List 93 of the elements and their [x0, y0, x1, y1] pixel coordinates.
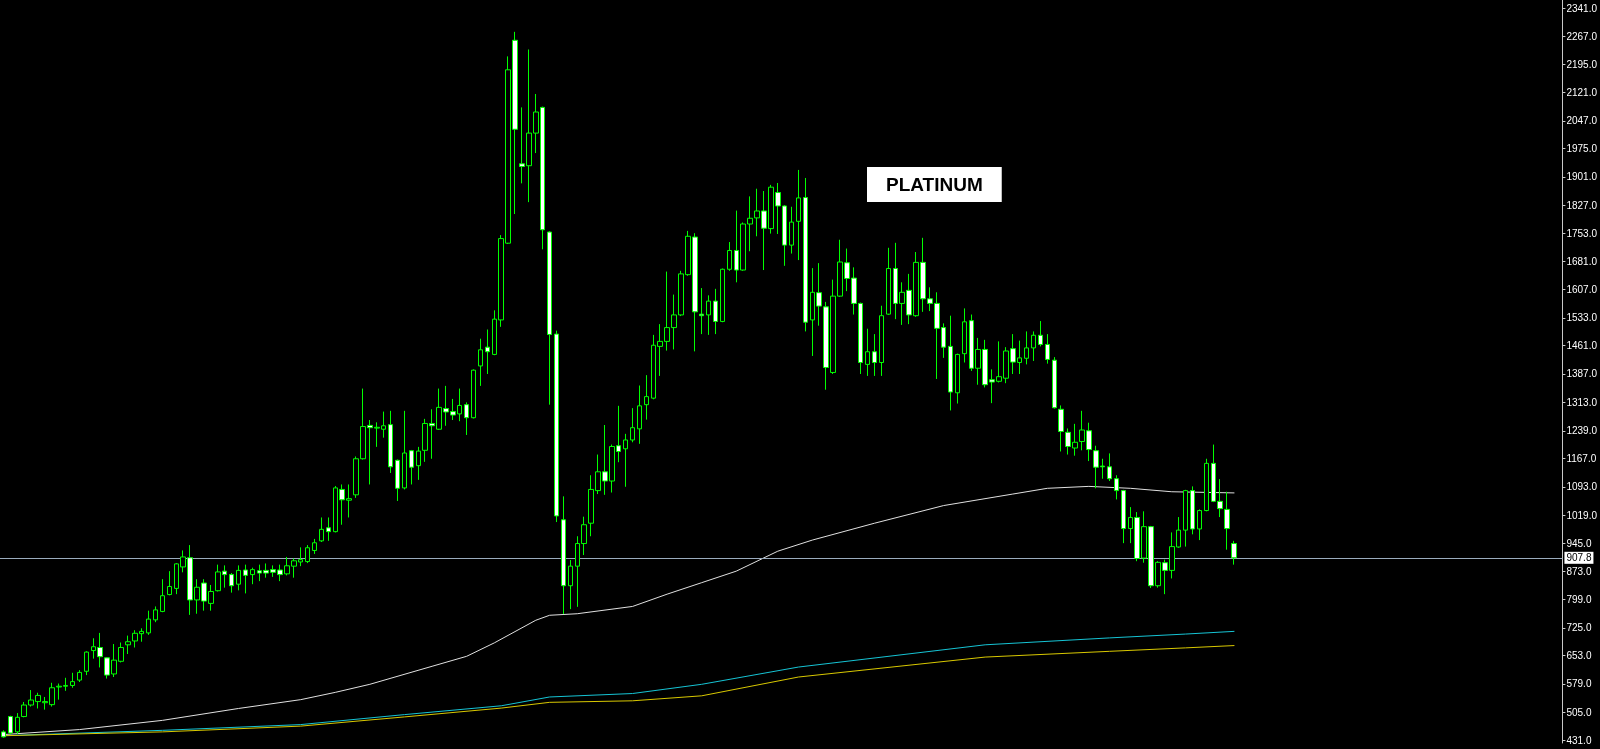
candlestick	[312, 538, 317, 555]
y-tick-label: 431.0	[1566, 735, 1592, 747]
candlestick	[485, 329, 490, 375]
candlestick	[720, 268, 725, 323]
candlestick	[160, 578, 165, 613]
y-tick-label: 1607.0	[1566, 284, 1598, 296]
y-tick-label: 1901.0	[1566, 171, 1598, 183]
candlestick	[305, 544, 310, 564]
y-tick-label: 579.0	[1566, 678, 1592, 690]
candlestick	[1031, 330, 1036, 362]
y-tick-label: 2047.0	[1566, 115, 1598, 127]
candlestick	[319, 516, 324, 543]
text: PLATINUM	[886, 174, 983, 195]
candlestick	[1121, 489, 1126, 544]
candlestick	[623, 433, 628, 488]
candlestick	[1183, 489, 1188, 548]
y-tick-label: 1019.0	[1566, 509, 1598, 521]
y-tick-label: 2121.0	[1566, 86, 1598, 98]
candlestick	[1024, 330, 1029, 365]
candlestick	[554, 330, 559, 523]
y-tick-label: 1753.0	[1566, 228, 1598, 240]
candlestick	[8, 715, 13, 735]
candlestick	[1107, 452, 1112, 482]
candlestick	[1045, 333, 1050, 365]
candlestick	[15, 712, 20, 735]
candlestick	[236, 564, 241, 591]
y-tick-label: 2267.0	[1566, 30, 1598, 42]
y-tick-label: 725.0	[1566, 622, 1592, 634]
y-tick-label: 505.0	[1566, 706, 1592, 718]
candlestick	[1114, 474, 1119, 500]
candlestick	[70, 672, 75, 689]
y-tick-label: 873.0	[1566, 565, 1592, 577]
candlestick	[409, 449, 414, 485]
candlestick	[229, 572, 234, 594]
candlestick	[167, 570, 172, 596]
candlestick	[962, 307, 967, 363]
candlestick	[865, 328, 870, 377]
y-tick-label: 1681.0	[1566, 255, 1598, 267]
ref-line-label: 907.8	[1566, 552, 1592, 564]
y-tick-label: 1313.0	[1566, 396, 1598, 408]
y-tick-label: 1093.0	[1566, 481, 1598, 493]
candlestick	[153, 605, 158, 623]
candlestick	[713, 288, 718, 335]
candlestick	[388, 410, 393, 474]
candlestick	[146, 610, 151, 636]
candlestick	[547, 230, 552, 406]
y-tick-label: 1167.0	[1566, 452, 1597, 464]
candlestick	[84, 650, 89, 676]
candlestick	[1231, 540, 1237, 566]
candlestick	[243, 564, 248, 594]
candlestick	[1197, 508, 1202, 541]
candlestick	[464, 401, 469, 436]
candlestick	[402, 410, 407, 490]
candlestick	[561, 495, 566, 615]
candlestick	[699, 287, 704, 335]
candlestick	[326, 516, 331, 542]
candlestick	[1052, 356, 1057, 410]
candlestick	[789, 206, 794, 255]
candlestick	[803, 177, 808, 332]
y-tick-label: 799.0	[1566, 594, 1592, 606]
candlestick	[872, 333, 877, 377]
y-tick-label: 2195.0	[1566, 58, 1598, 70]
candlestick	[77, 669, 82, 683]
candlestick	[1, 729, 6, 739]
candlestick	[948, 315, 953, 411]
candlestick	[955, 353, 960, 405]
y-tick-label: 653.0	[1566, 650, 1592, 662]
candlestick	[1058, 404, 1064, 452]
y-tick-label: 1827.0	[1566, 199, 1598, 211]
candlestick	[1190, 485, 1195, 535]
candlestick	[1204, 458, 1209, 512]
candlestick	[1038, 320, 1043, 347]
y-tick-label: 1533.0	[1566, 312, 1598, 324]
y-tick-label: 1239.0	[1566, 425, 1598, 437]
y-tick-label: 1387.0	[1566, 368, 1598, 380]
candlestick	[471, 368, 476, 419]
candlestick	[250, 567, 255, 585]
candlestick	[395, 459, 400, 502]
candlestick	[478, 338, 483, 387]
candlestick	[886, 247, 891, 316]
candlestick	[568, 559, 573, 610]
candlestick	[727, 241, 732, 272]
candlestick	[637, 385, 642, 445]
candlestick	[630, 407, 635, 443]
y-tick-label: 2341.0	[1566, 2, 1598, 14]
y-tick-label: 945.0	[1566, 538, 1592, 550]
candlestick	[879, 305, 884, 377]
candlestick	[796, 169, 801, 261]
candlestick	[644, 374, 649, 421]
candlestick	[1224, 491, 1230, 551]
y-tick-label: 1975.0	[1566, 142, 1598, 154]
candlestick	[706, 294, 711, 336]
y-tick-label: 1461.0	[1566, 340, 1598, 352]
